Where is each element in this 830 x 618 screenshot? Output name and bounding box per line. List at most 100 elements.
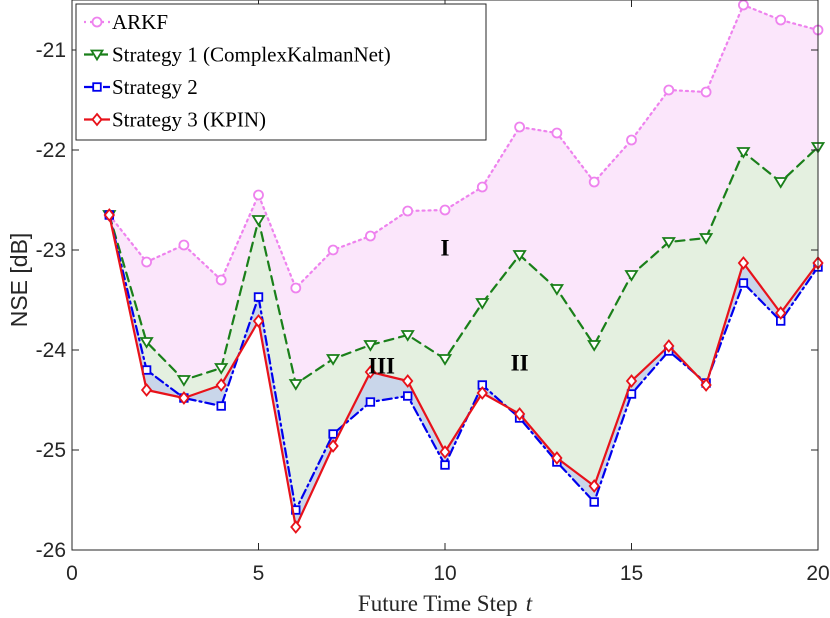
legend-item: Strategy 3 (KPIN) xyxy=(84,108,266,132)
data-point xyxy=(290,520,302,534)
data-point xyxy=(176,375,192,387)
data-point xyxy=(588,479,600,493)
data-point xyxy=(103,208,115,222)
x-tick-label: 15 xyxy=(620,562,643,585)
region-label: III xyxy=(368,353,395,378)
series-line-arkf xyxy=(108,3,820,290)
legend-box xyxy=(75,3,487,141)
data-point xyxy=(549,284,565,296)
y-tick-label: -21 xyxy=(36,39,66,62)
data-point xyxy=(737,256,750,270)
legend-marker xyxy=(89,49,105,62)
data-point xyxy=(363,340,378,352)
data-point xyxy=(140,383,153,397)
data-point xyxy=(288,379,303,391)
legend-label: Strategy 2 xyxy=(112,75,198,99)
data-point xyxy=(215,274,227,286)
series-layer xyxy=(102,0,826,534)
data-point xyxy=(214,363,229,375)
x-tick-label: 10 xyxy=(433,562,456,585)
x-tick-label: 5 xyxy=(253,562,265,585)
series-arkf xyxy=(103,0,824,294)
data-point xyxy=(661,237,676,249)
series-strategy-3-kpin xyxy=(103,208,824,534)
y-tick-label: -23 xyxy=(36,239,66,262)
region-label: II xyxy=(511,350,529,375)
data-point xyxy=(328,429,338,439)
data-point xyxy=(476,386,488,400)
data-point xyxy=(738,0,749,11)
data-point xyxy=(178,239,190,251)
y-tick-label: -26 xyxy=(36,539,66,562)
data-point xyxy=(402,391,413,401)
data-point xyxy=(551,451,563,465)
region-fills xyxy=(109,5,819,527)
data-point xyxy=(216,401,226,411)
data-point xyxy=(439,204,451,216)
data-point xyxy=(700,378,712,392)
data-point xyxy=(588,176,600,188)
data-point xyxy=(475,298,490,310)
data-point xyxy=(513,407,526,421)
series-line-strategy-3-kpin xyxy=(108,213,820,529)
y-tick-label: -25 xyxy=(36,439,66,462)
data-point xyxy=(178,391,190,405)
data-point xyxy=(139,337,154,349)
series-line-strategy-1-complexkalmannet xyxy=(108,145,820,386)
legend-marker xyxy=(91,112,103,127)
data-point xyxy=(400,330,415,342)
data-point xyxy=(626,134,637,146)
data-point xyxy=(589,497,599,507)
data-point xyxy=(327,244,339,256)
data-point xyxy=(251,215,266,227)
data-point xyxy=(327,439,339,453)
data-point xyxy=(551,127,563,139)
legend-label: ARKF xyxy=(112,10,168,34)
data-point xyxy=(775,306,787,320)
data-point xyxy=(663,339,675,353)
fill-region-2 xyxy=(109,147,819,527)
x-tick-label: 20 xyxy=(806,562,829,585)
data-point xyxy=(775,14,787,26)
data-point xyxy=(663,84,675,96)
data-point xyxy=(736,147,751,159)
data-point xyxy=(364,230,376,242)
data-point xyxy=(476,181,488,193)
data-point xyxy=(437,354,453,366)
data-point xyxy=(624,270,639,282)
data-point xyxy=(512,250,527,262)
x-axis-ticks: 0 5 10 15 20 xyxy=(66,0,830,585)
data-point xyxy=(141,256,153,268)
data-point xyxy=(440,460,450,470)
legend-label: Strategy 1 (ComplexKalmanNet) xyxy=(112,43,391,67)
legend-item: ARKF xyxy=(84,10,168,34)
legend-marker xyxy=(91,16,103,28)
legend: ARKF Strategy 1 (ComplexKalmanNet) Strateg… xyxy=(75,3,487,141)
y-tick-label: -22 xyxy=(36,139,66,162)
x-tick-label: 0 xyxy=(66,562,78,585)
y-tick-label: -24 xyxy=(36,339,67,362)
data-point xyxy=(365,397,376,407)
data-point xyxy=(325,354,341,366)
data-point xyxy=(252,314,265,328)
legend-item: Strategy 1 (ComplexKalmanNet) xyxy=(84,43,391,67)
data-point xyxy=(698,233,714,245)
data-point xyxy=(625,374,638,388)
data-point xyxy=(290,282,302,294)
legend-item: Strategy 2 xyxy=(84,75,198,99)
fill-region-1 xyxy=(109,5,819,384)
data-point xyxy=(700,86,712,98)
data-point xyxy=(253,292,264,302)
y-axis-ticks: -26 -25 -24 -23 -22 -21 xyxy=(36,39,818,562)
data-point xyxy=(215,378,227,392)
data-point xyxy=(402,205,414,217)
region-label: I xyxy=(441,235,450,260)
data-point xyxy=(364,365,377,379)
data-point xyxy=(514,121,525,133)
data-point xyxy=(587,340,602,352)
legend-marker xyxy=(92,82,102,92)
data-point xyxy=(773,177,788,189)
x-axis-label: Future Time Step t xyxy=(358,591,533,616)
